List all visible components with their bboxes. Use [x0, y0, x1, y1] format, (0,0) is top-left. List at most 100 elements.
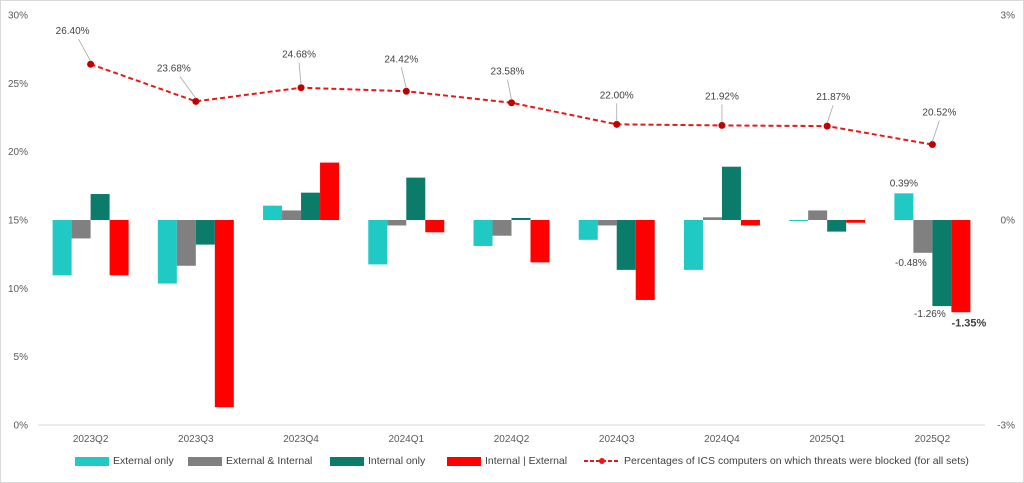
line-label-leader — [507, 79, 512, 100]
bar-internal-only — [406, 177, 426, 220]
legend-item-internal-only: Internal only — [330, 455, 425, 467]
x-axis-category-label: 2025Q1 — [809, 434, 845, 445]
bar-internal-only — [932, 220, 952, 307]
line-marker — [823, 122, 831, 130]
legend-item-internal-external: Internal | External — [447, 455, 567, 467]
line-label-leader — [78, 39, 91, 62]
right-axis-tick-label: 3% — [1001, 11, 1016, 22]
line-data-label: 20.52% — [922, 108, 956, 119]
left-axis-tick-label: 5% — [14, 352, 29, 363]
bar-internal-external — [951, 220, 971, 313]
bar-internal-external — [109, 220, 129, 276]
bar-external-internal — [808, 210, 828, 220]
line-marker — [402, 87, 410, 95]
bar-external-internal — [597, 220, 617, 226]
left-axis-tick-label: 15% — [8, 216, 28, 227]
bar-data-label: -1.26% — [914, 309, 946, 320]
x-axis-category-label: 2023Q3 — [178, 434, 214, 445]
bar-internal-only — [827, 220, 847, 232]
bar-internal-external — [635, 220, 655, 300]
bar-internal-external — [530, 220, 550, 263]
left-axis-tick-label: 25% — [8, 79, 28, 90]
x-axis-category-label: 2024Q2 — [494, 434, 530, 445]
bar-external-only — [157, 220, 177, 284]
x-axis-category-label: 2024Q4 — [704, 434, 740, 445]
legend-swatch-external-internal — [188, 456, 222, 466]
bar-internal-external — [740, 220, 760, 226]
bar-external-internal — [176, 220, 196, 266]
line-data-label: 24.68% — [282, 50, 316, 61]
legend-swatch-internal-external — [447, 456, 481, 466]
bar-external-only — [578, 220, 598, 240]
legend-label-external-only: External only — [113, 455, 174, 467]
legend-label-external-internal: External & Internal — [226, 455, 313, 467]
x-axis-category-label: 2023Q4 — [283, 434, 319, 445]
bar-internal-only — [301, 192, 321, 220]
bar-internal-only — [90, 194, 110, 220]
line-label-leader — [826, 104, 834, 124]
bar-internal-only — [195, 220, 215, 245]
right-axis-tick-label: -3% — [997, 421, 1015, 432]
x-axis-category-label: 2024Q3 — [599, 434, 635, 445]
bar-data-label: -1.35% — [951, 317, 986, 329]
line-data-label: 23.58% — [491, 67, 525, 78]
right-axis-tick-label: 0% — [1001, 216, 1016, 227]
line-data-label: 22.00% — [600, 90, 634, 101]
bar-internal-only — [511, 217, 531, 220]
line-data-label: 23.68% — [157, 63, 191, 74]
left-axis-tick-label: 0% — [14, 421, 29, 432]
bar-external-only — [473, 220, 493, 246]
bar-external-internal — [702, 217, 722, 220]
bar-internal-external — [214, 220, 234, 408]
bar-internal-external — [846, 220, 866, 223]
x-axis-category-label: 2024Q1 — [388, 434, 424, 445]
line-marker — [613, 120, 621, 128]
legend-line-swatch — [584, 456, 620, 466]
line-label-leader — [179, 76, 197, 99]
line-label-leader — [932, 120, 940, 142]
legend-item-blocked-line: Percentages of ICS computers on which th… — [584, 455, 969, 467]
line-marker — [87, 60, 95, 68]
bar-external-internal — [387, 220, 407, 226]
legend-label-blocked-line: Percentages of ICS computers on which th… — [624, 455, 969, 467]
bar-external-only — [789, 220, 809, 221]
line-marker — [718, 121, 726, 129]
bar-external-only — [368, 220, 388, 265]
line-marker — [192, 97, 200, 105]
bar-external-only — [52, 220, 72, 276]
line-data-label: 26.40% — [56, 26, 90, 37]
left-axis-tick-label: 10% — [8, 284, 28, 295]
bar-external-only — [683, 220, 703, 270]
line-data-label: 24.42% — [384, 54, 418, 65]
legend-swatch-internal-only — [330, 456, 364, 466]
bar-internal-only — [721, 166, 741, 220]
bar-data-label: 0.39% — [890, 178, 918, 189]
legend-swatch-external-only — [75, 456, 109, 466]
legend-item-external-only: External only — [75, 455, 174, 467]
line-marker — [297, 84, 305, 92]
bar-internal-external — [425, 220, 445, 233]
bar-external-internal — [282, 210, 302, 220]
line-label-leader — [298, 62, 302, 85]
line-marker — [508, 99, 515, 107]
bar-external-internal — [71, 220, 91, 239]
legend-label-internal-external: Internal | External — [485, 455, 568, 467]
bar-data-label: -0.48% — [895, 258, 927, 269]
line-data-label: 21.87% — [816, 92, 850, 103]
bar-internal-external — [320, 162, 340, 220]
left-axis-tick-label: 30% — [8, 11, 28, 22]
bar-external-only — [263, 205, 283, 220]
left-axis-tick-label: 20% — [8, 147, 28, 158]
line-marker — [928, 141, 936, 149]
x-axis-category-label: 2023Q2 — [73, 434, 109, 445]
line-data-label: 21.92% — [705, 91, 739, 102]
line-label-leader — [400, 67, 407, 89]
legend: External only External & Internal Intern… — [0, 455, 1024, 475]
bar-external-only — [894, 193, 914, 220]
x-axis-category-label: 2025Q2 — [915, 434, 951, 445]
legend-label-internal-only: Internal only — [368, 455, 426, 467]
bar-external-internal — [913, 220, 933, 253]
bar-external-internal — [492, 220, 512, 236]
legend-item-external-internal: External & Internal — [188, 455, 312, 467]
